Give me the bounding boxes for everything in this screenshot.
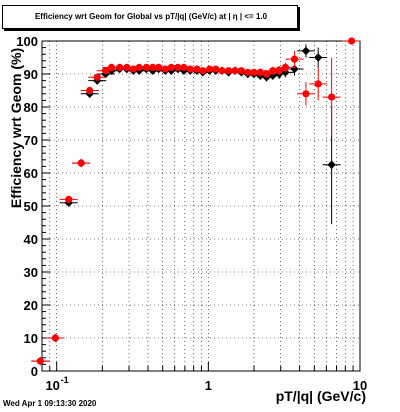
grid-lines (41, 40, 361, 372)
x-tick-label: 10 (353, 378, 367, 393)
data-point (281, 63, 289, 71)
y-tick-label: 40 (24, 232, 38, 247)
y-tick-label: 10 (24, 331, 38, 346)
data-point (314, 80, 322, 88)
data-point (302, 90, 310, 98)
data-point (237, 67, 245, 75)
x-tick-label: 10 (45, 378, 59, 393)
data-point (301, 46, 311, 56)
data-point (86, 86, 94, 95)
data-point (36, 357, 44, 365)
y-axis-label: Efficiency wrt Geom (%) (8, 47, 24, 209)
data-point (101, 67, 110, 75)
data-point (51, 334, 59, 342)
data-point (290, 55, 299, 63)
chart-title: Efficiency wrt Geom for Global vs pT/|q|… (34, 12, 268, 21)
chart-title-box: Efficiency wrt Geom for Global vs pT/|q|… (2, 5, 298, 29)
y-tick-label: 70 (24, 133, 38, 148)
data-point (155, 63, 163, 71)
y-tick-label: 90 (24, 67, 38, 82)
series-red (31, 37, 361, 365)
data-point (262, 70, 271, 78)
y-tick-label: 60 (24, 166, 38, 181)
y-tick-label: 0 (31, 364, 38, 379)
data-point (123, 63, 131, 71)
data-point (327, 160, 336, 169)
data-series (31, 37, 361, 366)
data-point (328, 93, 336, 101)
data-point (77, 159, 85, 167)
data-point (65, 195, 73, 203)
x-tick-label: 1 (205, 378, 212, 393)
data-point (180, 63, 188, 71)
y-tick-label: 80 (24, 100, 38, 115)
y-tick-label: 100 (16, 34, 38, 49)
data-point (161, 65, 169, 73)
data-point (275, 67, 283, 75)
data-point (256, 68, 264, 76)
data-point (347, 37, 356, 45)
x-axis-label: pT/|q| (GeV/c) (275, 388, 366, 404)
data-point (212, 65, 220, 73)
data-point (313, 53, 323, 62)
y-tick-label: 20 (24, 298, 38, 313)
datestamp: Wed Apr 1 09:13:30 2020 (3, 399, 97, 408)
y-tick-label: 50 (24, 199, 38, 214)
data-point (290, 64, 299, 74)
data-point (93, 73, 101, 81)
y-tick-label: 30 (24, 265, 38, 280)
data-point (199, 67, 207, 75)
x-tick-exponent: -1 (61, 375, 69, 385)
